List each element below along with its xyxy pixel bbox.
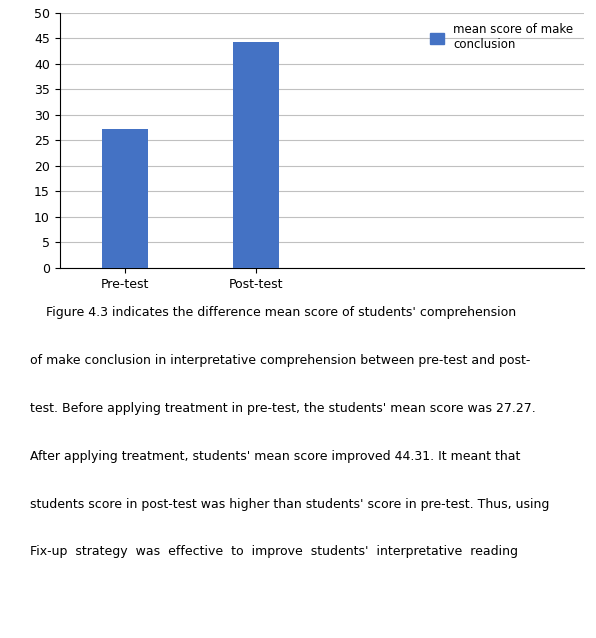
Bar <box>234 42 279 268</box>
Text: of make conclusion in interpretative comprehension between pre-test and post-: of make conclusion in interpretative com… <box>30 354 530 367</box>
Text: After applying treatment, students' mean score improved 44.31. It meant that: After applying treatment, students' mean… <box>30 450 520 463</box>
Text: test. Before applying treatment in pre-test, the students' mean score was 27.27.: test. Before applying treatment in pre-t… <box>30 402 536 415</box>
Text: Figure 4.3 indicates the difference mean score of students' comprehension: Figure 4.3 indicates the difference mean… <box>30 306 516 319</box>
Legend: mean score of make
conclusion: mean score of make conclusion <box>425 19 578 56</box>
Text: students score in post-test was higher than students' score in pre-test. Thus, u: students score in post-test was higher t… <box>30 498 549 510</box>
Text: Fix-up  strategy  was  effective  to  improve  students'  interpretative  readin: Fix-up strategy was effective to improve… <box>30 545 518 558</box>
Bar <box>103 129 148 268</box>
